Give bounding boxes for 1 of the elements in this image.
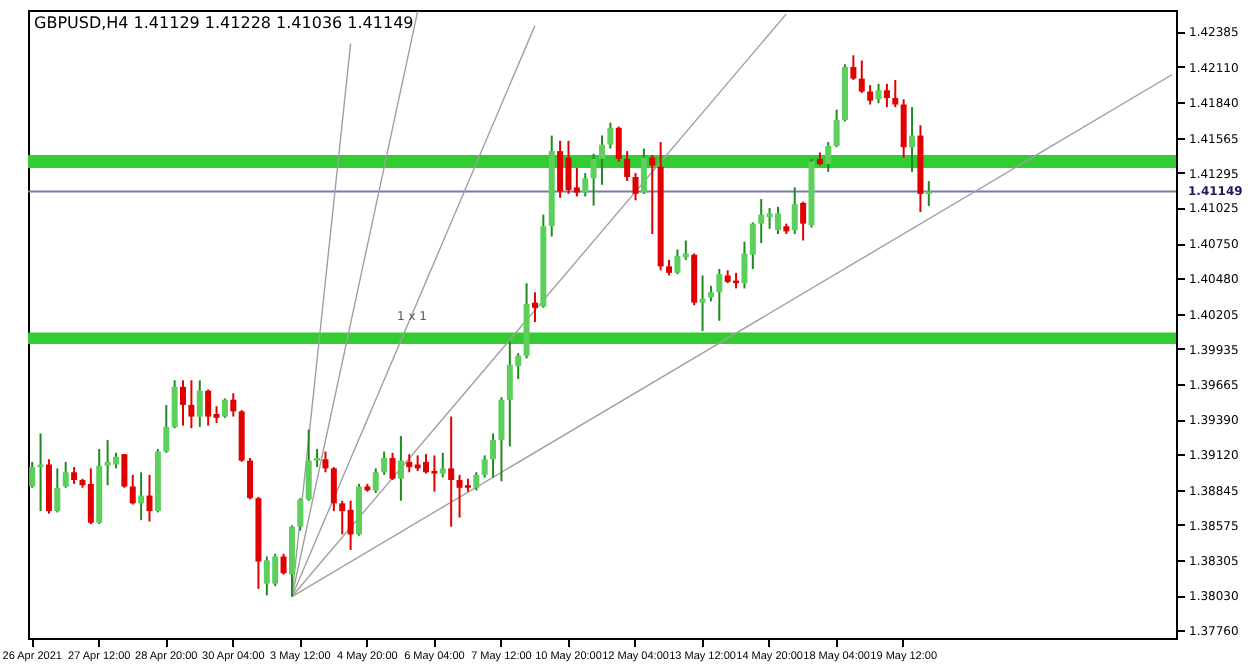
chart-title: GBPUSD,H4 1.41129 1.41228 1.41036 1.41149 — [34, 14, 414, 32]
